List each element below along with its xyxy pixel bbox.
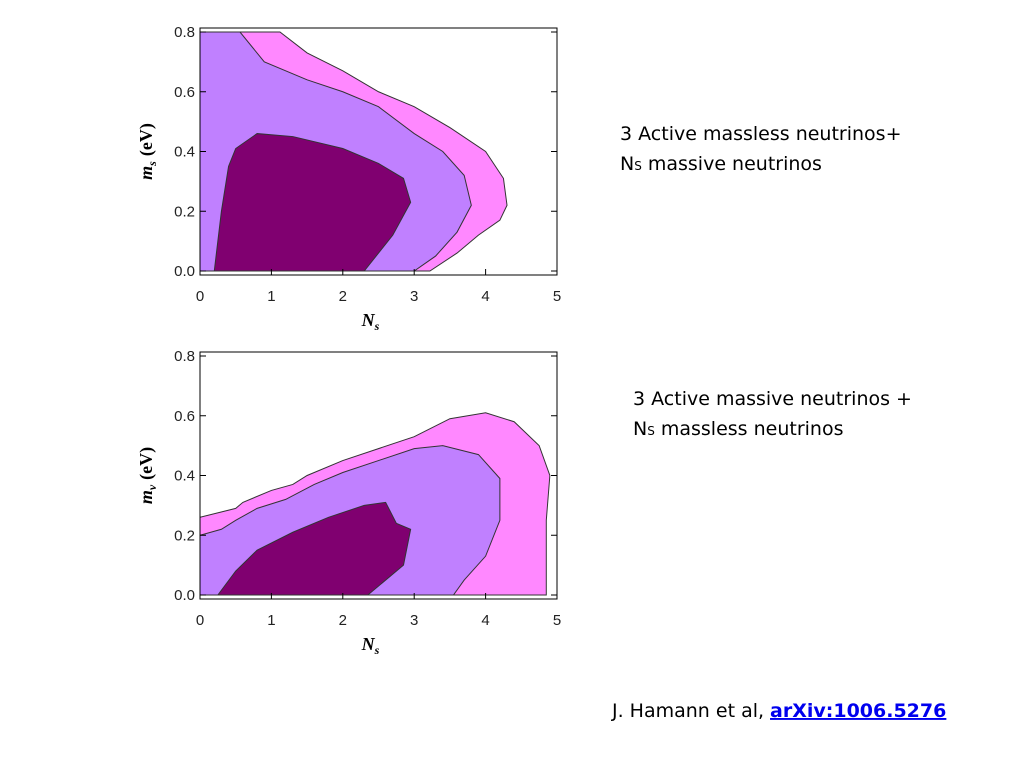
x-label-main: N (361, 634, 376, 654)
note-line: 3 Active massive neutrinos + (633, 388, 912, 410)
note-rest: massive neutrinos (648, 153, 822, 175)
note-rest: massless neutrinos (661, 418, 844, 440)
x-tick-label: 1 (267, 288, 275, 305)
y-axis-label: mν (eV) (136, 447, 159, 504)
plot-area (200, 31, 508, 272)
note-line: NS massless neutrinos (633, 418, 843, 440)
y-label-main: m (136, 166, 156, 180)
citation-text: J. Hamann et al, (611, 700, 764, 722)
note-n: N (633, 418, 647, 440)
note-sub: S (647, 424, 655, 438)
note-sub: S (634, 159, 642, 173)
y-tick-label: 0.6 (174, 84, 195, 101)
note-line: 3 Active massless neutrinos+ (620, 123, 902, 145)
x-axis-label: Ns (361, 310, 380, 333)
x-tick-label: 2 (339, 288, 347, 305)
y-tick-label: 0.4 (174, 468, 195, 485)
plot-area (200, 412, 551, 596)
x-tick-label: 5 (553, 612, 561, 629)
x-tick-label: 4 (481, 288, 489, 305)
y-tick-label: 0.6 (174, 408, 195, 425)
x-tick-label: 2 (339, 612, 347, 629)
y-axis-label: ms (eV) (136, 123, 159, 180)
y-label-unit: (eV) (136, 447, 157, 480)
x-label-sub: s (374, 319, 380, 333)
x-tick-label: 0 (196, 288, 204, 305)
x-label-sub: s (374, 643, 380, 657)
x-tick-label: 5 (553, 288, 561, 305)
y-tick-label: 0.8 (174, 348, 195, 365)
x-tick-label: 4 (481, 612, 489, 629)
y-label-sub: ν (145, 484, 159, 490)
y-label-unit: (eV) (136, 123, 157, 156)
y-tick-label: 0.4 (174, 144, 195, 161)
x-tick-label: 3 (410, 288, 418, 305)
y-tick-label: 0.2 (174, 203, 195, 220)
y-tick-label: 0.2 (174, 527, 195, 544)
contour-region (216, 501, 412, 596)
y-label-main: m (136, 490, 156, 504)
x-label-main: N (361, 310, 376, 330)
y-tick-label: 0.8 (174, 24, 195, 41)
y-tick-label: 0.0 (174, 263, 195, 280)
x-tick-label: 0 (196, 612, 204, 629)
note-line: NS massive neutrinos (620, 153, 822, 175)
y-tick-label: 0.0 (174, 587, 195, 604)
contour-region (213, 133, 412, 272)
y-label-sub: s (145, 161, 159, 167)
x-tick-label: 3 (410, 612, 418, 629)
x-tick-label: 1 (267, 612, 275, 629)
citation: J. Hamann et al, arXiv:1006.5276 (611, 700, 946, 722)
citation-link[interactable]: arXiv:1006.5276 (770, 700, 946, 722)
note-n: N (620, 153, 634, 175)
x-axis-label: Ns (361, 634, 380, 657)
